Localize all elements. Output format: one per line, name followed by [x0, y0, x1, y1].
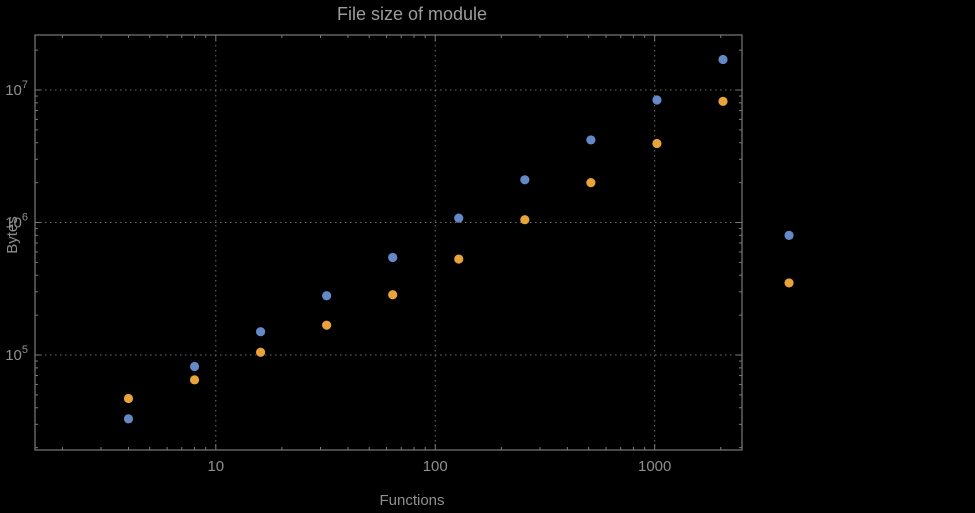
data-point-series-blue	[388, 252, 398, 263]
data-point-series-orange	[322, 320, 332, 330]
data-point-series-blue	[123, 414, 134, 424]
x-tick-label: 10	[207, 458, 224, 475]
y-axis-label: Bytes	[4, 216, 21, 254]
data-point-series-orange	[586, 178, 596, 188]
y-tick-label: 106	[5, 212, 28, 232]
x-tick-label: 100	[423, 458, 448, 475]
data-point-series-orange	[454, 254, 464, 264]
data-point-series-orange	[520, 215, 530, 225]
y-tick-label: 105	[5, 344, 28, 364]
x-axis-label: Functions	[379, 492, 445, 509]
data-point-series-orange	[123, 393, 134, 404]
data-point-series-blue	[189, 361, 200, 372]
data-point-series-blue	[454, 213, 464, 223]
data-point-series-blue	[520, 175, 530, 185]
data-point-series-blue	[586, 135, 596, 145]
data-point-series-orange	[652, 138, 662, 149]
data-point-series-orange	[189, 375, 200, 385]
data-point-series-blue	[718, 54, 728, 65]
data-point-series-orange	[388, 290, 398, 300]
data-point-series-blue	[322, 291, 332, 301]
x-tick-label: 1000	[638, 458, 671, 475]
data-point-series-orange	[255, 347, 266, 357]
plot-frame	[34, 34, 743, 451]
data-point-series-orange	[784, 278, 794, 288]
data-point-series-blue	[652, 95, 662, 105]
data-point-series-blue	[255, 327, 266, 337]
y-tick-label: 107	[5, 79, 28, 99]
chart-title: File size of module	[336, 4, 488, 24]
data-point-series-orange	[718, 96, 728, 107]
data-point-series-blue	[784, 230, 794, 240]
